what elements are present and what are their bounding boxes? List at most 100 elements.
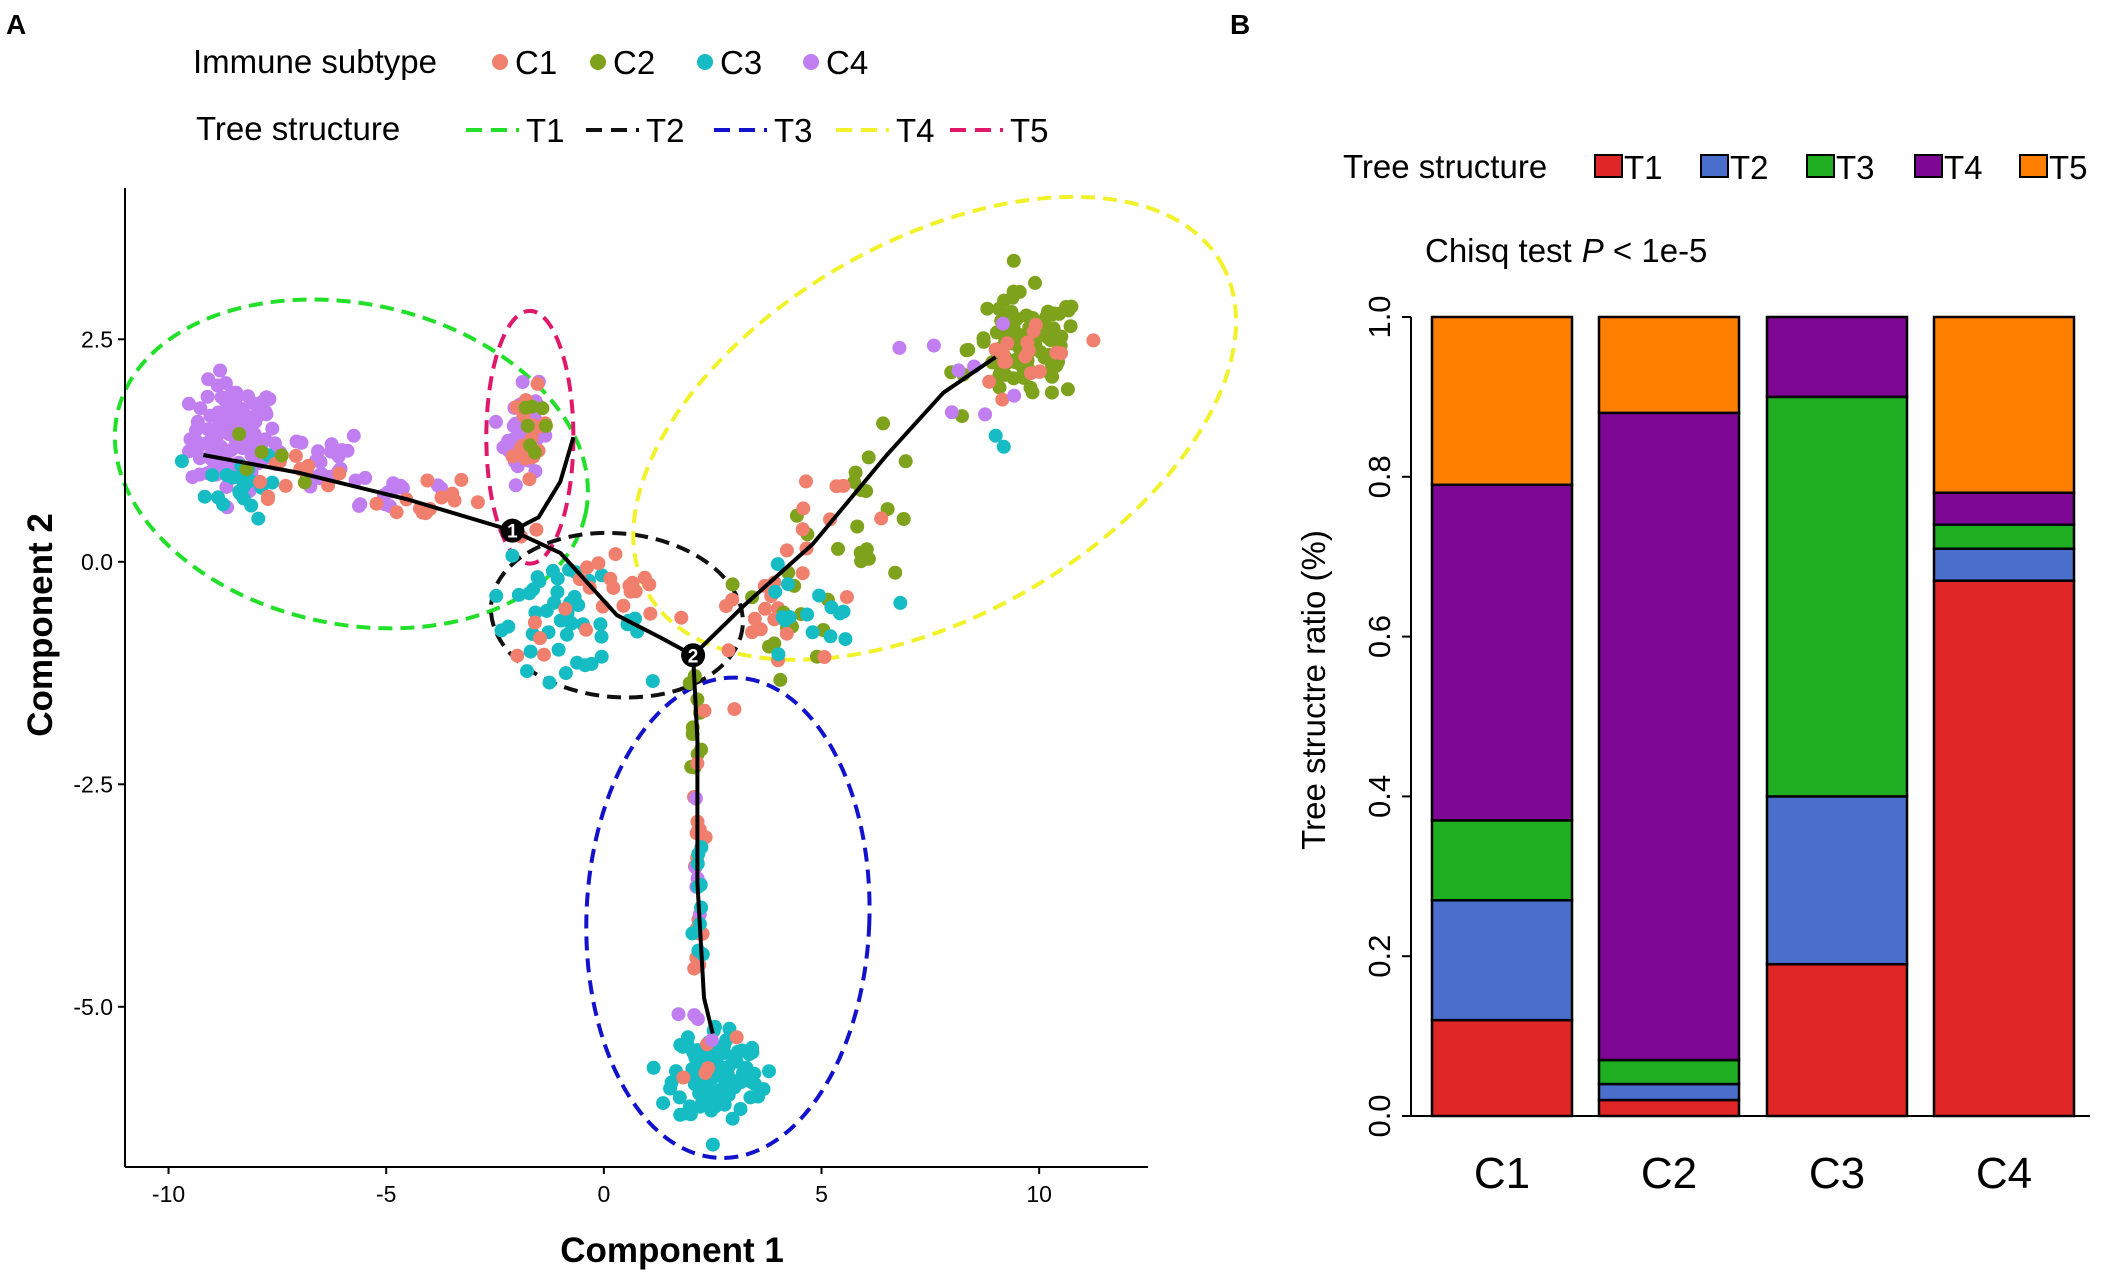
bar-c4-t2 — [1932, 547, 2076, 582]
bar-legend-title: Tree structure — [1343, 148, 1547, 185]
bar-c1-t3 — [1430, 819, 1574, 902]
point-c1 — [510, 648, 525, 663]
point-c1 — [839, 590, 854, 605]
point-c4 — [209, 440, 224, 455]
chisq-suffix: < 1e-5 — [1604, 232, 1708, 269]
point-c4 — [926, 338, 941, 353]
point-c4 — [944, 405, 959, 420]
point-c4 — [311, 444, 325, 459]
point-c1 — [522, 472, 537, 487]
trajectory-lines — [203, 355, 997, 1034]
point-c4 — [189, 434, 204, 449]
point-c2 — [1045, 369, 1060, 384]
bar-legend-label-t3: T3 — [1836, 149, 1875, 186]
x-tick-label: 10 — [1026, 1181, 1052, 1207]
point-c2 — [847, 475, 862, 490]
point-c3 — [725, 1111, 740, 1126]
tree-regions — [112, 194, 1239, 1161]
point-c1 — [836, 478, 851, 493]
point-c2 — [896, 512, 911, 526]
point-c4 — [951, 363, 966, 378]
point-c1 — [527, 615, 542, 630]
point-c2 — [725, 577, 740, 592]
point-c1 — [982, 374, 997, 389]
branch-nodes: 12 — [500, 518, 706, 668]
y-tick-label: -2.5 — [73, 771, 113, 797]
bar-legend-label-t2: T2 — [1730, 149, 1769, 186]
point-c3 — [685, 1061, 700, 1076]
bar-legend-swatch-t2 — [1700, 154, 1729, 178]
point-c3 — [578, 658, 593, 673]
point-c1 — [795, 566, 810, 581]
point-c2 — [850, 519, 865, 534]
point-c2 — [888, 565, 903, 580]
point-c3 — [838, 632, 853, 647]
point-c2 — [976, 331, 991, 346]
x-tick-label: -10 — [152, 1181, 185, 1207]
point-c3 — [646, 1060, 661, 1075]
bar-y-tick-label: 0.2 — [1362, 935, 1397, 978]
point-c1 — [591, 556, 606, 571]
point-c1 — [674, 610, 689, 625]
point-c3 — [681, 1030, 695, 1045]
point-c1 — [1086, 333, 1101, 348]
point-c4 — [193, 401, 208, 416]
point-c3 — [494, 623, 509, 638]
point-c3 — [593, 617, 608, 632]
point-c4 — [508, 478, 523, 493]
point-c2 — [980, 301, 995, 316]
point-c4 — [201, 372, 216, 387]
point-c3 — [545, 563, 560, 578]
trajectory-segment-3 — [511, 528, 695, 658]
point-c4 — [214, 419, 229, 434]
point-c2 — [1006, 284, 1021, 299]
point-c4 — [245, 396, 260, 411]
point-c3 — [692, 1099, 707, 1114]
point-c1 — [823, 512, 837, 527]
point-c3 — [174, 454, 189, 469]
point-c3 — [702, 1082, 716, 1097]
branch-node-1 — [500, 518, 525, 543]
point-c3 — [205, 468, 220, 483]
scatter-points — [174, 253, 1101, 1152]
point-c2 — [232, 427, 247, 441]
bar-category-c2: C2 — [1641, 1149, 1697, 1198]
legend-label-c3: C3 — [720, 44, 762, 81]
scatter-legend: Immune subtype C1 C2 C3 C4 Tree structure T1 T2… — [193, 43, 1049, 149]
bar-c4-t4 — [1932, 491, 2076, 526]
point-c1 — [558, 601, 573, 616]
bar-y-tick-label: 0.4 — [1362, 775, 1397, 818]
point-c4 — [213, 363, 228, 378]
bar-legend-swatch-t3 — [1806, 154, 1835, 178]
point-c4 — [200, 389, 215, 404]
point-c1 — [995, 392, 1010, 407]
point-c1 — [278, 478, 293, 493]
bar-c2-t5 — [1597, 315, 1741, 415]
point-c2 — [518, 400, 533, 415]
point-c3 — [812, 588, 827, 603]
point-c3 — [756, 1082, 771, 1097]
point-c1 — [260, 492, 275, 507]
point-c4 — [978, 407, 993, 422]
point-c1 — [608, 547, 623, 562]
point-c1 — [758, 601, 773, 616]
point-c1 — [999, 354, 1014, 369]
bar-c2-t4 — [1597, 411, 1741, 1062]
point-c3 — [523, 644, 538, 659]
point-c2 — [1025, 385, 1040, 400]
point-c1 — [579, 622, 593, 637]
point-c3 — [594, 649, 609, 664]
x-tick-label: -5 — [376, 1181, 396, 1207]
point-c3 — [800, 607, 815, 622]
scatter-plot: 12 -10 -5 0 5 102.50.0-2.5-5.0 — [73, 188, 1239, 1207]
legend-label-c4: C4 — [826, 44, 868, 81]
point-c3 — [265, 475, 280, 490]
bar-category-c3: C3 — [1809, 1149, 1865, 1198]
point-c3 — [762, 1064, 776, 1079]
bar-category-c4: C4 — [1976, 1149, 2032, 1198]
point-c1 — [529, 522, 544, 537]
point-c2 — [773, 672, 788, 687]
point-c1 — [301, 458, 316, 473]
point-c4 — [704, 1033, 719, 1048]
point-c1 — [729, 1030, 744, 1045]
